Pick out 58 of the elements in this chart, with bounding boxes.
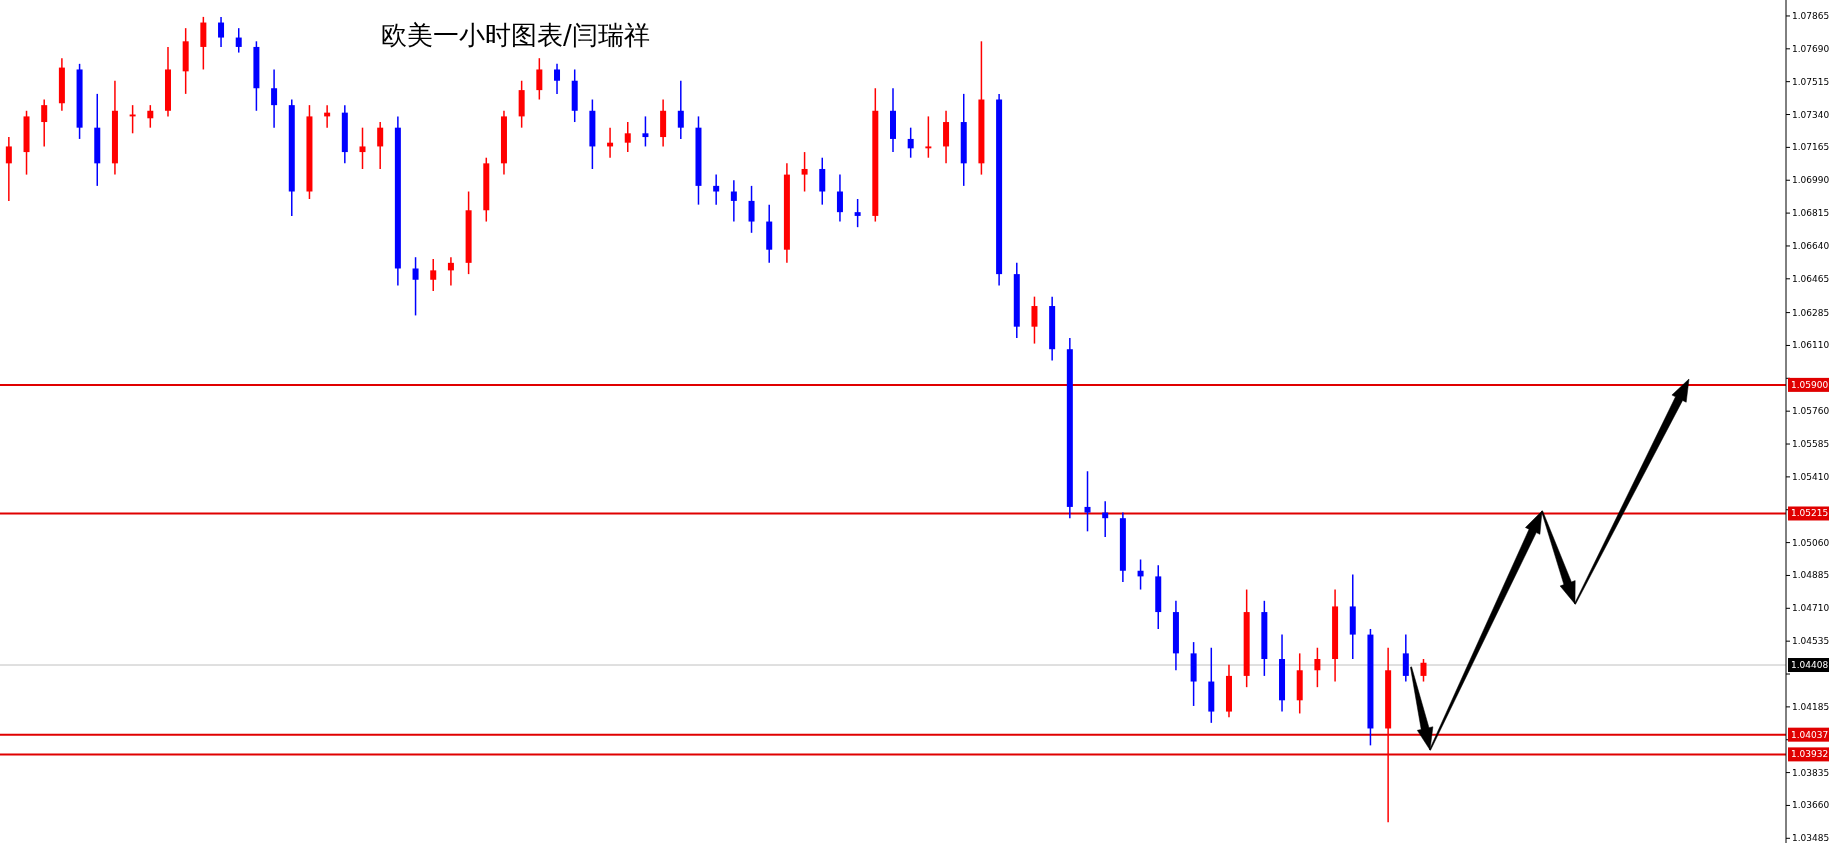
candlestick bbox=[801, 151, 808, 193]
candlestick bbox=[624, 121, 631, 153]
candlestick bbox=[147, 104, 154, 129]
y-tick-label: 1.06815 bbox=[1792, 208, 1829, 219]
ref-line-label: 1.04037 bbox=[1791, 729, 1829, 740]
candlestick bbox=[447, 256, 454, 287]
candlestick bbox=[5, 136, 12, 202]
candlestick bbox=[730, 179, 737, 223]
y-tick-label: 1.03485 bbox=[1792, 833, 1829, 843]
candlestick bbox=[713, 173, 720, 206]
y-tick-label: 1.04185 bbox=[1792, 701, 1829, 712]
candlestick bbox=[554, 63, 561, 95]
candlestick bbox=[536, 57, 543, 101]
y-tick-label: 1.07340 bbox=[1792, 109, 1829, 120]
candlestick bbox=[41, 98, 48, 148]
candlestick bbox=[1420, 658, 1427, 683]
y-tick-label: 1.06465 bbox=[1792, 273, 1829, 284]
y-tick-label: 1.05760 bbox=[1792, 406, 1829, 417]
candlestick bbox=[1314, 646, 1321, 688]
y-tick-label: 1.07690 bbox=[1792, 43, 1829, 54]
y-tick-label: 1.05410 bbox=[1792, 471, 1829, 482]
candlestick bbox=[925, 115, 932, 159]
candlestick bbox=[218, 16, 225, 48]
y-tick-label: 1.04535 bbox=[1792, 636, 1829, 647]
candlestick bbox=[907, 126, 914, 159]
y-tick-label: 1.07165 bbox=[1792, 142, 1829, 153]
candlestick bbox=[836, 173, 843, 223]
candlestick bbox=[235, 27, 242, 54]
text: 欧美一小时图表/闫瑞祥 bbox=[381, 20, 650, 50]
candlestick bbox=[819, 156, 826, 206]
candlestick bbox=[1084, 470, 1091, 533]
y-tick-label: 1.04885 bbox=[1792, 570, 1829, 581]
ref-line-label: 1.03932 bbox=[1791, 749, 1829, 760]
y-tick-label: 1.06110 bbox=[1792, 340, 1829, 351]
candlestick bbox=[748, 185, 755, 234]
candlestick bbox=[430, 258, 437, 292]
y-tick-label: 1.05585 bbox=[1792, 439, 1829, 450]
y-tick-label: 1.06990 bbox=[1792, 175, 1829, 186]
y-tick-label: 1.06640 bbox=[1792, 240, 1829, 251]
ref-line-label: 1.05900 bbox=[1791, 379, 1829, 390]
candlestick bbox=[1031, 295, 1038, 345]
ref-line-label: 1.05215 bbox=[1791, 508, 1829, 519]
candlestick bbox=[271, 68, 278, 129]
y-tick-label: 1.07865 bbox=[1792, 10, 1829, 21]
y-tick-label: 1.05060 bbox=[1792, 537, 1829, 548]
candlestick bbox=[677, 79, 684, 140]
candlestick bbox=[1402, 633, 1409, 683]
ref-line-label: 1.04408 bbox=[1791, 660, 1829, 671]
candlestick bbox=[642, 115, 649, 148]
y-tick-label: 1.04710 bbox=[1792, 603, 1829, 614]
y-tick-label: 1.07515 bbox=[1792, 76, 1829, 87]
candlestick bbox=[412, 256, 419, 317]
candlestick bbox=[377, 121, 384, 170]
y-tick-label: 1.03835 bbox=[1792, 767, 1829, 778]
y-tick-label: 1.06285 bbox=[1792, 307, 1829, 318]
y-tick-label: 1.03660 bbox=[1792, 800, 1829, 811]
candlestick bbox=[359, 126, 366, 170]
candlestick bbox=[854, 198, 861, 228]
